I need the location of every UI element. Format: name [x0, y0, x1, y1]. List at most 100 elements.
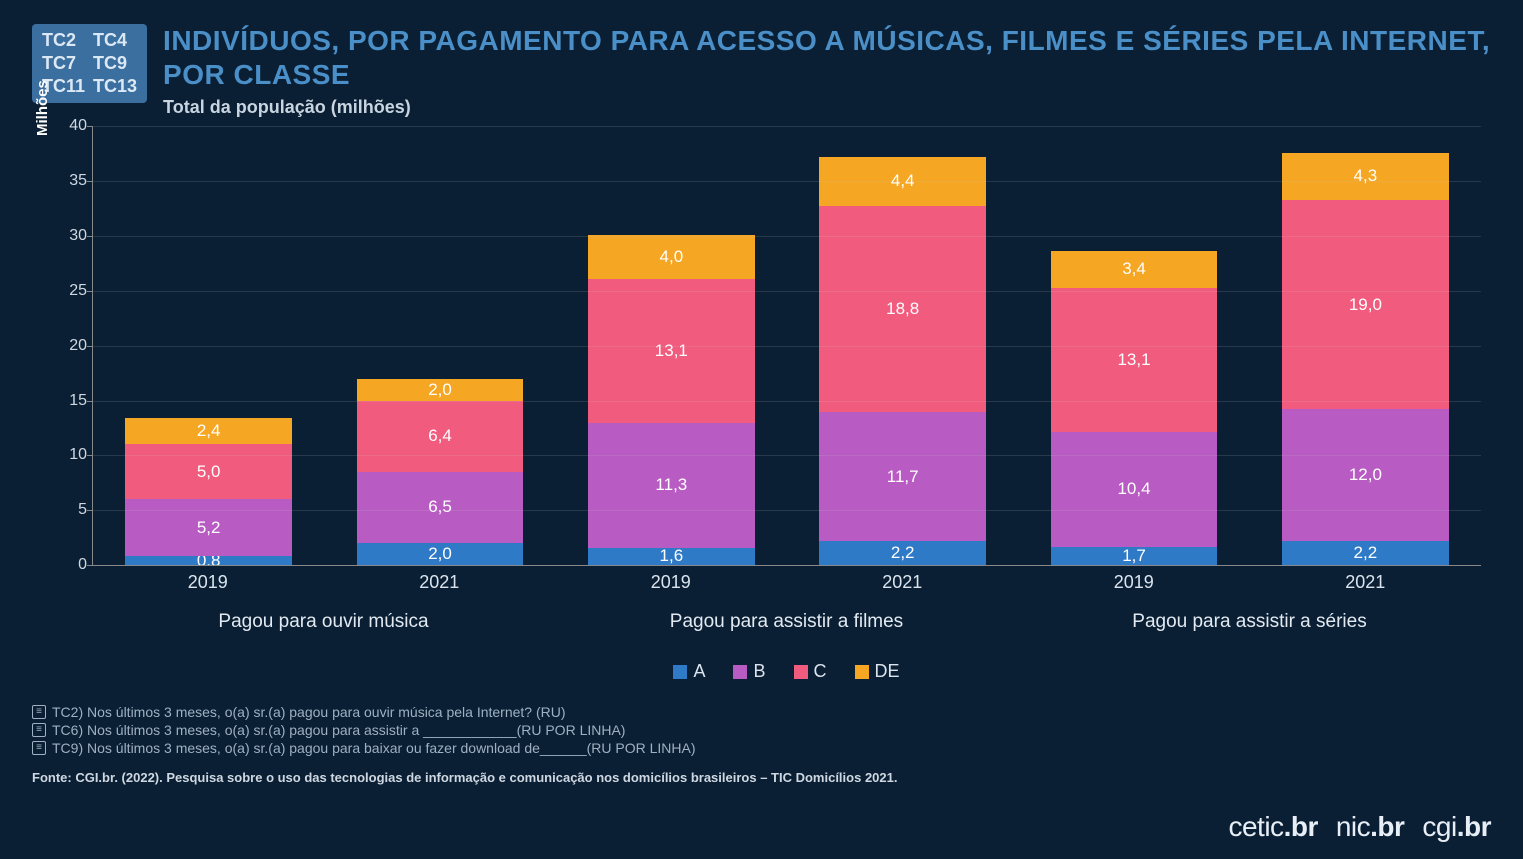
legend-label: DE — [875, 661, 900, 682]
legend-swatch — [794, 665, 808, 679]
y-tick-mark — [87, 346, 93, 347]
legend-item-A: A — [673, 661, 705, 682]
bar-segment-A: 1,7 — [1051, 547, 1218, 566]
legend: A B C DE — [92, 661, 1481, 682]
y-tick-label: 25 — [57, 282, 87, 300]
document-icon: ≡ — [32, 705, 46, 719]
bar-segment-C: 19,0 — [1282, 200, 1449, 409]
y-tick-label: 35 — [57, 172, 87, 190]
grid-line — [93, 455, 1481, 456]
stacked-bar: 1,710,413,13,4 — [1051, 251, 1218, 566]
y-tick-mark — [87, 565, 93, 566]
header: TC2TC4TC7TC9TC11TC13 INDIVÍDUOS, POR PAG… — [32, 24, 1491, 118]
legend-item-C: C — [794, 661, 827, 682]
bar-segment-DE: 2,0 — [357, 379, 524, 401]
document-icon: ≡ — [32, 723, 46, 737]
grid-line — [93, 236, 1481, 237]
y-tick-label: 30 — [57, 227, 87, 245]
chart-area: Milhões 0,85,25,02,42,06,56,42,01,611,31… — [92, 126, 1481, 682]
x-year-group: 20192021 — [555, 572, 1018, 593]
footnote-text: TC6) Nos últimos 3 meses, o(a) sr.(a) pa… — [52, 722, 625, 738]
bar-segment-B: 12,0 — [1282, 409, 1449, 541]
org-logo: nic.br — [1336, 811, 1405, 843]
footnotes: ≡ TC2) Nos últimos 3 meses, o(a) sr.(a) p… — [32, 704, 1491, 756]
stacked-bar: 2,211,718,84,4 — [819, 157, 986, 565]
y-tick-mark — [87, 401, 93, 402]
x-year-labels: 201920212019202120192021 — [92, 572, 1481, 593]
bar-segment-C: 6,4 — [357, 401, 524, 471]
y-tick-mark — [87, 126, 93, 127]
x-year-label: 2019 — [555, 572, 787, 593]
stacked-bar: 0,85,25,02,4 — [125, 418, 292, 565]
legend-label: B — [753, 661, 765, 682]
indicator-tag: TC4 — [93, 30, 137, 51]
stacked-bar: 2,212,019,04,3 — [1282, 153, 1449, 565]
grid-line — [93, 346, 1481, 347]
y-tick-label: 10 — [57, 446, 87, 464]
x-category-label: Pagou para ouvir música — [92, 611, 555, 633]
x-year-label: 2021 — [787, 572, 1019, 593]
bar-segment-B: 6,5 — [357, 472, 524, 544]
logos: cetic.brnic.brcgi.br — [1228, 811, 1491, 843]
bar-segment-B: 11,3 — [588, 423, 755, 547]
plot-area: 0,85,25,02,42,06,56,42,01,611,313,14,02,… — [92, 126, 1481, 566]
grid-line — [93, 401, 1481, 402]
legend-item-B: B — [733, 661, 765, 682]
indicator-tag: TC7 — [42, 53, 85, 74]
footnote-row: ≡TC9) Nos últimos 3 meses, o(a) sr.(a) p… — [32, 740, 1491, 756]
x-year-label: 2021 — [1250, 572, 1482, 593]
bar-segment-A: 1,6 — [588, 548, 755, 566]
x-category-label: Pagou para assistir a filmes — [555, 611, 1018, 633]
org-logo: cgi.br — [1422, 811, 1491, 843]
indicator-tag: TC9 — [93, 53, 137, 74]
legend-label: A — [693, 661, 705, 682]
bar-segment-C: 13,1 — [1051, 288, 1218, 432]
stacked-bar: 2,06,56,42,0 — [357, 379, 524, 565]
bar-segment-DE: 3,4 — [1051, 251, 1218, 288]
footnote-row: ≡ TC6) Nos últimos 3 meses, o(a) sr.(a) p… — [32, 722, 1491, 738]
y-tick-label: 20 — [57, 337, 87, 355]
x-category-label: Pagou para assistir a séries — [1018, 611, 1481, 633]
source-text: Fonte: CGI.br. (2022). Pesquisa sobre o … — [32, 770, 1491, 785]
grid-line — [93, 126, 1481, 127]
bar-segment-C: 13,1 — [588, 279, 755, 423]
legend-swatch — [673, 665, 687, 679]
x-year-label: 2019 — [1018, 572, 1250, 593]
x-category-labels: Pagou para ouvir músicaPagou para assist… — [92, 611, 1481, 633]
y-tick-mark — [87, 455, 93, 456]
bar-segment-DE: 4,3 — [1282, 153, 1449, 200]
y-tick-mark — [87, 291, 93, 292]
bar-segment-A: 0,8 — [125, 556, 292, 565]
bar-segment-DE: 4,0 — [588, 235, 755, 279]
y-tick-label: 5 — [57, 501, 87, 519]
x-year-label: 2019 — [92, 572, 324, 593]
y-tick-label: 15 — [57, 392, 87, 410]
bar-segment-A: 2,2 — [1282, 541, 1449, 565]
bar-segment-DE: 2,4 — [125, 418, 292, 444]
chart-subtitle: Total da população (milhões) — [163, 97, 1491, 118]
legend-swatch — [855, 665, 869, 679]
footnote-row: ≡ TC2) Nos últimos 3 meses, o(a) sr.(a) p… — [32, 704, 1491, 720]
footnote-text: TC2) Nos últimos 3 meses, o(a) sr.(a) pa… — [52, 704, 566, 720]
footnote-text: TC9) Nos últimos 3 meses, o(a) sr.(a) pa… — [52, 740, 696, 756]
indicator-tag: TC13 — [93, 76, 137, 97]
y-tick-label: 40 — [57, 117, 87, 135]
bar-segment-B: 10,4 — [1051, 432, 1218, 546]
legend-label: C — [814, 661, 827, 682]
legend-item-DE: DE — [855, 661, 900, 682]
title-block: INDIVÍDUOS, POR PAGAMENTO PARA ACESSO A … — [163, 24, 1491, 118]
y-tick-mark — [87, 181, 93, 182]
bar-segment-A: 2,0 — [357, 543, 524, 565]
y-tick-mark — [87, 510, 93, 511]
indicator-tag: TC2 — [42, 30, 85, 51]
bar-segment-C: 5,0 — [125, 444, 292, 499]
bar-segment-A: 2,2 — [819, 541, 986, 565]
bar-segment-B: 11,7 — [819, 412, 986, 541]
y-tick-mark — [87, 236, 93, 237]
grid-line — [93, 510, 1481, 511]
grid-line — [93, 181, 1481, 182]
y-axis-label: Milhões — [34, 80, 51, 136]
chart-title: INDIVÍDUOS, POR PAGAMENTO PARA ACESSO A … — [163, 24, 1491, 91]
grid-line — [93, 291, 1481, 292]
y-tick-label: 0 — [57, 556, 87, 574]
